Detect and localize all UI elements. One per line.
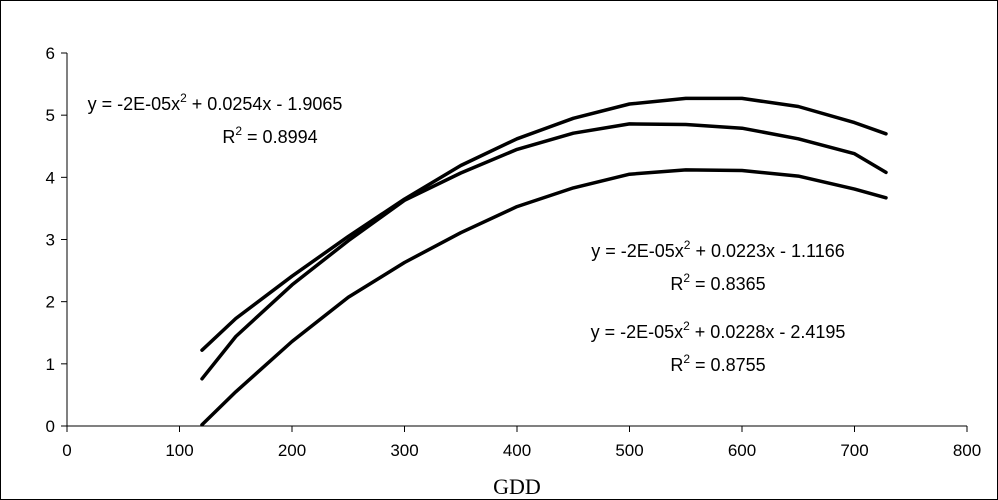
series-line-2 — [200, 168, 888, 427]
r-squared-2: R2 = 0.8755 — [670, 352, 765, 375]
y-tick-label: 4 — [46, 168, 55, 187]
equation-0: y = -2E-05x2 + 0.0254x - 1.9065 — [88, 91, 343, 114]
equation-1-post: + 0.0223x - 1.1166 — [690, 241, 844, 261]
equation-1: y = -2E-05x2 + 0.0223x - 1.1166 — [591, 238, 845, 261]
series-layer — [200, 96, 888, 427]
x-tick-label: 800 — [953, 441, 981, 460]
x-tick-label: 700 — [840, 441, 868, 460]
equation-2-sup: 2 — [683, 319, 690, 333]
r-squared-1-sup: 2 — [683, 271, 690, 285]
x-tick-label: 500 — [615, 441, 643, 460]
y-tick-label: 6 — [46, 44, 55, 63]
equation-1-pre: y = -2E-05x — [591, 241, 684, 261]
r-squared-0-value: = 0.8994 — [242, 127, 318, 147]
y-tick-label: 2 — [46, 293, 55, 312]
x-tick-label: 100 — [165, 441, 193, 460]
equation-1-sup: 2 — [684, 238, 691, 252]
r-squared-2-sup: 2 — [683, 352, 690, 366]
r-squared-2-r: R — [670, 355, 683, 375]
annotation-layer: y = -2E-05x2 + 0.0254x - 1.9065 R2 = 0.8… — [88, 91, 846, 375]
x-tick-label: 200 — [278, 441, 306, 460]
y-tick-label: 5 — [46, 106, 55, 125]
y-tick-label: 0 — [46, 417, 55, 436]
r-squared-0-sup: 2 — [235, 124, 242, 138]
series-line-0 — [200, 122, 888, 381]
r-squared-1: R2 = 0.8365 — [670, 271, 765, 294]
x-tick-label: 0 — [62, 441, 71, 460]
r-squared-0: R2 = 0.8994 — [222, 124, 317, 147]
r-squared-2-value: = 0.8755 — [690, 355, 766, 375]
x-tick-label: 600 — [728, 441, 756, 460]
equation-0-pre: y = -2E-05x — [88, 94, 181, 114]
x-tick-label: 300 — [390, 441, 418, 460]
ticks: 0 1 2 3 4 5 6 0 100 200 300 400 500 600 700 800 — [46, 44, 982, 460]
equation-0-post: + 0.0254x - 1.9065 — [187, 94, 343, 114]
r-squared-1-r: R — [670, 274, 683, 294]
r-squared-1-value: = 0.8365 — [690, 274, 766, 294]
equation-2-post: + 0.0228x - 2.4195 — [690, 322, 846, 342]
equation-2-pre: y = -2E-05x — [591, 322, 684, 342]
x-axis-title: GDD — [493, 474, 541, 499]
x-tick-label: 400 — [503, 441, 531, 460]
r-squared-0-r: R — [222, 127, 235, 147]
equation-0-sup: 2 — [180, 91, 187, 105]
y-tick-label: 3 — [46, 231, 55, 250]
series-line-1 — [200, 96, 888, 352]
y-tick-label: 1 — [46, 355, 55, 374]
equation-2: y = -2E-05x2 + 0.0228x - 2.4195 — [591, 319, 846, 342]
